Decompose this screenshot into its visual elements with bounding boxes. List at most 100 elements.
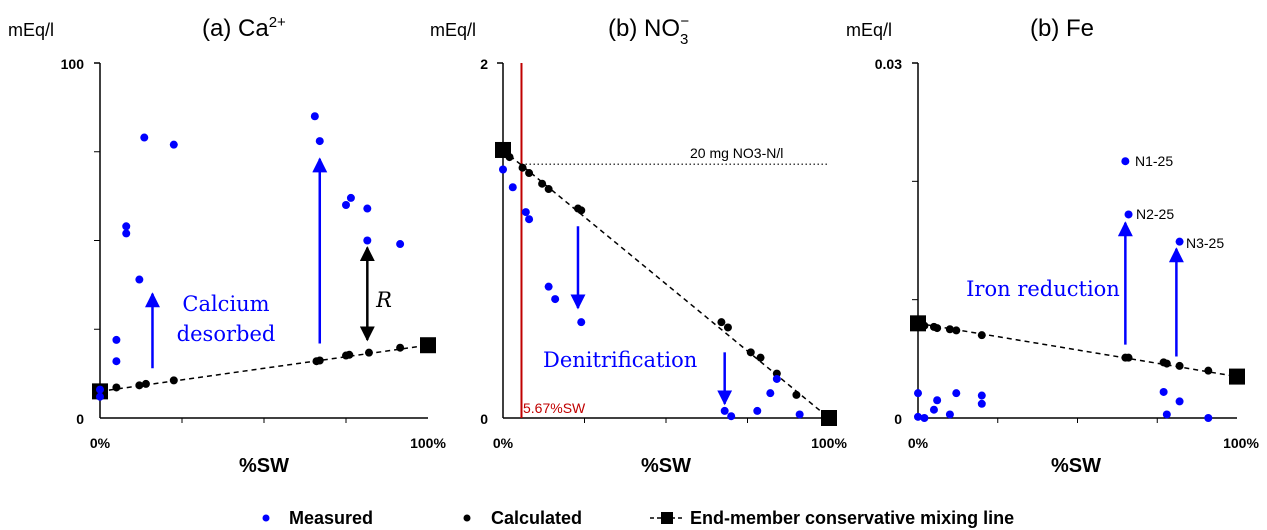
panel-title: (a) Ca2+ xyxy=(202,14,286,42)
measured-point xyxy=(1124,210,1133,219)
measured-point xyxy=(577,318,586,327)
panel-title: (b) NO3− xyxy=(608,13,689,48)
calculated-point xyxy=(169,376,178,385)
legend: Measured Calculated End-member conservat… xyxy=(262,508,1014,528)
calculated-point xyxy=(345,350,354,359)
measured-point xyxy=(363,236,372,245)
measured-point xyxy=(977,391,986,400)
x-axis-label: %SW xyxy=(641,455,691,477)
measured-point xyxy=(122,229,131,238)
calculated-point xyxy=(577,206,586,215)
measured-point xyxy=(766,389,775,398)
calculated-point xyxy=(1162,359,1171,368)
calculated-point xyxy=(1175,361,1184,370)
panel-nitrate: mEq/l (b) NO3− 2 0 0% 100% %SW Denitrifi… xyxy=(430,13,847,477)
measured-point xyxy=(315,137,324,146)
calculated-point xyxy=(364,348,373,357)
y-unit-label: mEq/l xyxy=(846,20,892,40)
calculated-point xyxy=(112,383,121,392)
calculated-point xyxy=(424,341,432,350)
measured-point xyxy=(135,275,144,284)
calculated-point xyxy=(746,348,755,357)
legend-calculated-label: Calculated xyxy=(491,508,582,528)
x-tick-left: 0% xyxy=(908,435,929,451)
calculated-point xyxy=(792,390,801,399)
calculated-point xyxy=(977,331,986,340)
panel-title-superscript: − xyxy=(680,13,689,30)
calculated-point xyxy=(825,414,833,422)
measured-point xyxy=(914,412,922,421)
calculated-point xyxy=(135,381,144,390)
calculated-point xyxy=(525,169,534,178)
x-tick-right: 100% xyxy=(1223,435,1259,451)
label-n1-25: N1-25 xyxy=(1135,153,1173,169)
measured-point xyxy=(551,295,560,304)
measured-point xyxy=(952,389,961,398)
calculated-point xyxy=(1204,366,1213,375)
y-tick-top: 100 xyxy=(61,56,85,72)
measured-point xyxy=(720,406,729,415)
calculated-point xyxy=(723,323,732,332)
measured-point xyxy=(1121,157,1130,166)
legend-mixing-marker xyxy=(661,512,673,524)
calculated-point xyxy=(933,324,942,333)
measured-point xyxy=(521,208,530,217)
calculated-point xyxy=(505,153,514,162)
measured-point xyxy=(169,140,178,149)
panel-title-main: (a) Ca xyxy=(202,15,269,42)
calculated-point xyxy=(544,185,553,194)
calculated-point xyxy=(499,145,507,154)
measured-point xyxy=(140,133,149,142)
measured-point xyxy=(1159,387,1168,396)
calculated-point xyxy=(756,353,765,362)
legend-measured-marker xyxy=(262,514,270,522)
measured-point xyxy=(753,406,762,415)
panel-title-main: (b) NO xyxy=(608,15,680,42)
panel-title-subscript: 3 xyxy=(680,31,688,48)
calculated-point xyxy=(315,356,324,365)
measured-point xyxy=(310,112,319,121)
annotation-threshold: 20 mg NO3-N/l xyxy=(690,145,783,161)
calculated-point xyxy=(1233,371,1241,380)
legend-measured-label: Measured xyxy=(289,508,373,528)
x-axis-label: %SW xyxy=(1051,455,1101,477)
calculated-point xyxy=(538,179,547,188)
calculated-point xyxy=(952,326,961,335)
y-tick-top: 2 xyxy=(480,56,488,72)
measured-point xyxy=(977,399,986,408)
measured-point xyxy=(346,193,355,202)
measured-point xyxy=(1175,237,1184,246)
measured-point xyxy=(929,405,938,414)
calculated-point xyxy=(1124,353,1133,362)
label-n3-25: N3-25 xyxy=(1186,235,1224,251)
legend-calculated-marker xyxy=(463,514,471,522)
measured-point xyxy=(342,201,350,209)
legend-mixing-label: End-member conservative mixing line xyxy=(690,508,1014,528)
annotation-iron-reduction: Iron reduction xyxy=(966,277,1120,301)
measured-point xyxy=(396,240,405,249)
annotation-vline: 5.67%SW xyxy=(523,400,586,416)
mixing-line xyxy=(917,322,1238,378)
measured-point xyxy=(920,414,929,422)
measured-point xyxy=(122,222,131,231)
measured-point xyxy=(1162,410,1171,419)
y-tick-bottom: 0 xyxy=(480,411,488,427)
y-tick-top: 0.03 xyxy=(875,56,902,72)
x-axis-label: %SW xyxy=(239,455,289,477)
annotation-denitrification: Denitrification xyxy=(543,348,697,372)
y-tick-bottom: 0 xyxy=(894,411,902,427)
measured-point xyxy=(544,282,553,291)
label-n2-25: N2-25 xyxy=(1136,206,1174,222)
measured-point xyxy=(96,392,104,401)
calculated-point xyxy=(920,321,929,330)
calculated-point xyxy=(914,320,922,329)
y-tick-bottom: 0 xyxy=(76,411,84,427)
panel-iron: mEq/l (b) Fe 0.03 0 0% 100% %SW Iron red… xyxy=(846,15,1259,477)
measured-point xyxy=(933,396,942,405)
y-unit-label: mEq/l xyxy=(8,20,54,40)
measured-point xyxy=(772,374,781,383)
panel-title: (b) Fe xyxy=(1030,15,1094,42)
annotation-r: R xyxy=(375,288,392,312)
calculated-point xyxy=(945,325,954,334)
